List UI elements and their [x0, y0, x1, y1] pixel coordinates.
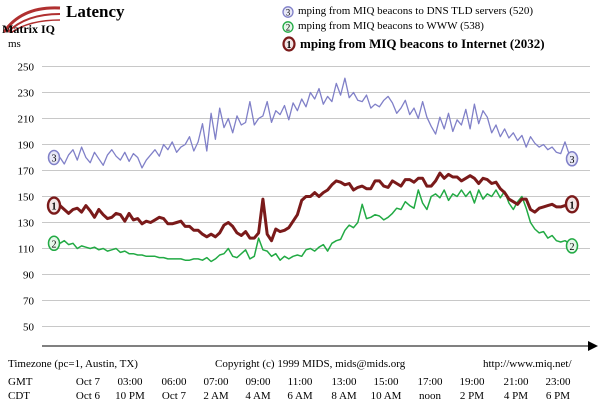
svg-text:3: 3	[52, 154, 57, 165]
x-tick-label: 21:00	[503, 376, 529, 388]
svg-text:1: 1	[570, 200, 575, 211]
y-tick-label: 190	[18, 140, 35, 152]
x-tick-label: noon	[419, 390, 442, 402]
matrix-iq-logo	[2, 6, 61, 33]
legend-label-www: mping from MIQ beacons to WWW (538)	[298, 20, 484, 32]
series-end-marker-2: 2	[47, 235, 61, 252]
y-tick-label: 90	[23, 270, 35, 282]
svg-text:2: 2	[286, 22, 291, 32]
svg-text:2: 2	[52, 239, 57, 250]
brand-name: Matrix IQ	[2, 22, 55, 36]
x-tick-label: Oct 6	[76, 390, 101, 402]
x-tick-label: 10 AM	[371, 390, 402, 402]
y-axis-ticks: 250 230 210 190 170 150 130 110 90 70 50	[18, 62, 35, 334]
x-tick-label: 4 PM	[504, 390, 528, 402]
series-end-marker-2: 2	[565, 238, 579, 254]
svg-text:1: 1	[287, 40, 292, 51]
time-axis-name: GMT	[8, 376, 33, 388]
y-tick-label: 50	[23, 322, 35, 334]
x-tick-label: 19:00	[459, 376, 485, 388]
x-tick-label: 06:00	[161, 376, 187, 388]
grid-lines	[42, 66, 590, 327]
legend-marker-3: 3	[282, 5, 294, 18]
x-tick-label: 4 AM	[245, 390, 271, 402]
legend: 3 mping from MIQ beacons to DNS TLD serv…	[282, 4, 545, 53]
svg-text:2: 2	[570, 242, 575, 253]
legend-item-dns: 3 mping from MIQ beacons to DNS TLD serv…	[282, 4, 545, 19]
y-tick-label: 210	[18, 114, 35, 126]
x-tick-label: 23:00	[545, 376, 571, 388]
series-line-1	[58, 171, 579, 243]
x-tick-label: 15:00	[373, 376, 399, 388]
x-tick-label: 09:00	[245, 376, 271, 388]
y-tick-label: 130	[18, 218, 35, 230]
y-axis-unit: ms	[8, 38, 21, 50]
series-line-2	[59, 189, 579, 263]
x-tick-label: 10 PM	[115, 390, 145, 402]
svg-text:1: 1	[52, 202, 57, 213]
time-axis-name: CDT	[8, 390, 30, 402]
x-tick-label: 11:00	[288, 376, 313, 388]
series-end-marker-1: 1	[46, 196, 62, 215]
svg-text:3: 3	[570, 155, 575, 166]
x-tick-label: 03:00	[117, 376, 143, 388]
x-tick-label: Oct 7	[162, 390, 187, 402]
legend-marker-2: 2	[282, 20, 294, 33]
series-end-marker-3: 3	[47, 149, 61, 166]
x-tick-label: 07:00	[203, 376, 229, 388]
svg-text:3: 3	[286, 7, 291, 17]
series-lines	[58, 77, 579, 263]
x-tick-label: 6 AM	[287, 390, 313, 402]
x-tick-label: 2 AM	[203, 390, 229, 402]
x-tick-label: 13:00	[331, 376, 357, 388]
series-end-marker-1: 1	[564, 195, 580, 214]
x-tick-label: 17:00	[417, 376, 443, 388]
legend-label-internet: mping from MIQ beacons to Internet (2032…	[300, 36, 545, 51]
x-tick-label: 6 PM	[546, 390, 570, 402]
legend-label-dns: mping from MIQ beacons to DNS TLD server…	[298, 5, 534, 17]
y-tick-label: 170	[18, 166, 35, 178]
y-tick-label: 110	[18, 244, 35, 256]
y-tick-label: 70	[23, 296, 35, 308]
timezone-note: Timezone (pc=1, Austin, TX)	[8, 358, 138, 370]
x-axis-arrow	[588, 341, 598, 351]
x-tick-label: 2 PM	[460, 390, 484, 402]
site-url: http://www.miq.net/	[483, 358, 572, 370]
legend-item-internet: 1 mping from MIQ beacons to Internet (20…	[282, 34, 545, 53]
y-tick-label: 230	[18, 88, 35, 100]
x-tick-label: Oct 7	[76, 376, 101, 388]
legend-item-www: 2 mping from MIQ beacons to WWW (538)	[282, 19, 545, 34]
series-line-3	[59, 77, 579, 169]
copyright: Copyright (c) 1999 MIDS, mids@mids.org	[215, 358, 406, 370]
time-axes: GMT Oct 7 03:00 06:00 07:00 09:00 11:00 13:00 15…	[8, 376, 571, 402]
y-tick-label: 150	[18, 192, 35, 204]
chart-title: Latency	[66, 2, 125, 21]
y-tick-label: 250	[18, 62, 35, 74]
x-tick-label: 8 AM	[331, 390, 357, 402]
legend-marker-1: 1	[282, 35, 296, 52]
series-markers: 3 3 2 2 1 1	[46, 149, 580, 254]
series-end-marker-3: 3	[565, 151, 579, 167]
